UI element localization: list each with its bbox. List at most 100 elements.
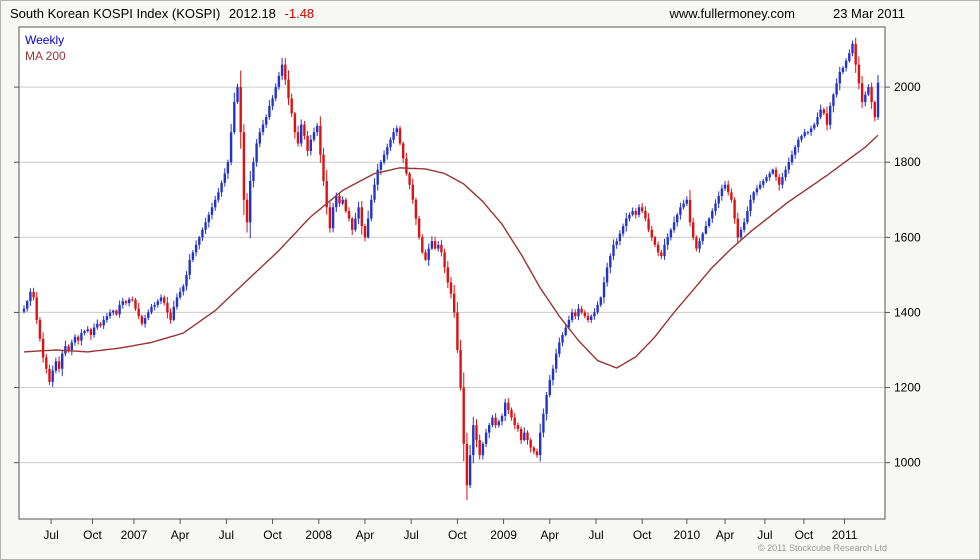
candle-body (876, 82, 880, 118)
candle-body (829, 105, 832, 125)
candle-body (672, 222, 676, 230)
candle-body (698, 241, 701, 249)
candle-body (405, 158, 408, 174)
candle-body (233, 102, 236, 133)
candle-body (462, 387, 465, 444)
candle-body (500, 416, 504, 422)
candle-body (561, 335, 564, 343)
candle-body (813, 124, 816, 129)
candle-body (720, 188, 724, 196)
candle-body (618, 233, 622, 242)
candle-body (115, 310, 118, 315)
candle-body (523, 432, 526, 441)
candle-body (778, 177, 781, 185)
candle-body (398, 128, 402, 144)
candle-body (169, 312, 172, 320)
candle-body (854, 43, 857, 65)
candle-body (92, 327, 96, 335)
candle-body (338, 196, 341, 204)
candle-body (666, 237, 669, 245)
candle-body (822, 109, 825, 114)
candle-body (201, 229, 204, 238)
candle-body (300, 124, 303, 144)
candle-body (443, 252, 446, 268)
candle-body (433, 241, 437, 249)
y-axis-label: 1000 (894, 456, 921, 470)
candle-body (790, 154, 794, 163)
candle-body (513, 417, 516, 426)
candle-body (210, 207, 214, 215)
candle-body (220, 182, 223, 193)
candle-body (609, 256, 612, 268)
y-axis-label: 1200 (894, 381, 921, 395)
candle-body (555, 353, 558, 369)
candle-body (625, 218, 628, 226)
x-axis-label: Jul (588, 528, 603, 542)
candle-body (153, 304, 156, 307)
chart-legend: Weekly MA 200 (25, 32, 66, 64)
x-axis-label: 2010 (673, 528, 700, 542)
candle-body (112, 310, 115, 313)
candle-body (373, 184, 376, 200)
candle-body (61, 353, 64, 369)
candle-body (140, 316, 144, 324)
candle-body (392, 132, 395, 140)
candle-body (848, 53, 851, 61)
candle-body (650, 229, 653, 238)
candle-body (857, 64, 861, 84)
candle-body (258, 132, 261, 144)
chart-header: South Korean KOSPI Index (KOSPI) 2012.18… (10, 6, 905, 21)
x-axis-label: Apr (540, 528, 559, 542)
candle-body (89, 329, 93, 335)
x-axis-label: Oct (633, 528, 652, 542)
candle-body (188, 259, 191, 275)
x-axis-label: Jul (403, 528, 418, 542)
candle-body (774, 169, 778, 178)
candle-body (682, 203, 685, 208)
candle-body (265, 117, 268, 125)
candle-body (449, 282, 453, 294)
candle-body (29, 291, 32, 302)
candle-body (504, 402, 507, 417)
candle-body (809, 128, 813, 133)
date-label: 23 Mar 2011 (832, 6, 905, 21)
candle-body (182, 286, 185, 292)
candle-body (309, 139, 312, 151)
candle-body (825, 113, 829, 125)
candle-body (437, 244, 440, 249)
y-axis-label: 1400 (894, 305, 921, 319)
candle-body (96, 323, 99, 328)
candle-body (631, 211, 634, 215)
candle-body (325, 181, 328, 208)
instrument-name: South Korean KOSPI Index (KOSPI) (10, 6, 221, 21)
candle-body (54, 361, 58, 371)
candle-body (723, 184, 727, 189)
candle-body (316, 125, 319, 133)
x-axis-label: Oct (83, 528, 102, 542)
y-axis-label: 1800 (894, 155, 921, 169)
candle-body (411, 184, 414, 200)
candle-body (347, 211, 351, 219)
candle-body (816, 117, 819, 125)
candle-body (803, 132, 806, 136)
candle-body (424, 252, 427, 260)
candle-body (717, 196, 720, 204)
candle-body (414, 199, 418, 219)
candle-body (223, 173, 226, 183)
x-axis-label: 2011 (832, 528, 858, 542)
candle-body (306, 135, 309, 151)
candle-body (580, 308, 583, 313)
candle-body (70, 342, 73, 350)
candle-body (80, 333, 83, 341)
candle-body (787, 162, 790, 170)
candle-body (386, 147, 389, 155)
candle-body (548, 380, 551, 395)
candle-body (574, 312, 577, 317)
candle-body (395, 128, 398, 133)
candle-body (647, 218, 650, 230)
y-axis-label: 2000 (894, 80, 921, 94)
candle-body (864, 94, 867, 103)
candle-body (612, 244, 615, 257)
candle-body (676, 214, 679, 223)
candle-body (484, 432, 488, 444)
